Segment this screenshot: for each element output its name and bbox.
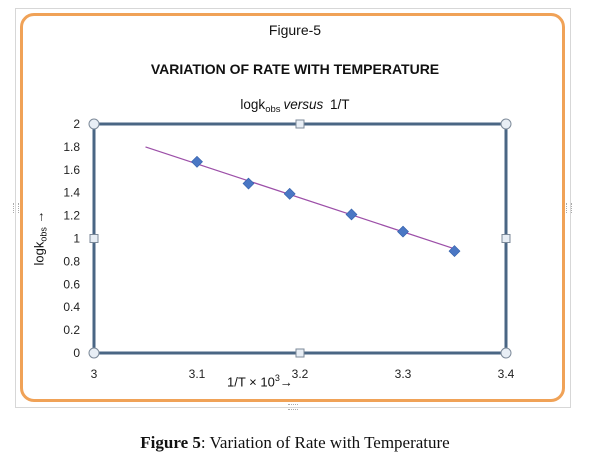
edge-resize-handle bbox=[89, 234, 99, 243]
y-tick-label: 1.6 bbox=[63, 163, 80, 177]
data-point bbox=[191, 155, 203, 168]
chart-area[interactable] bbox=[20, 13, 565, 402]
y-tick-label: 1.2 bbox=[63, 209, 80, 223]
y-tick-label: 0 bbox=[73, 346, 80, 360]
edge-resize-handle bbox=[295, 348, 305, 358]
xlabel-arrow: → bbox=[279, 374, 293, 390]
chart-subtitle[interactable]: logkobs versus 1/T bbox=[0, 97, 590, 115]
x-tick-label: 3.4 bbox=[498, 367, 515, 381]
y-tick-label: 0.8 bbox=[63, 254, 80, 268]
resize-handle-left[interactable] bbox=[13, 203, 19, 213]
subtitle-x-name: 1/T bbox=[330, 97, 350, 112]
y-tick-label: 0.4 bbox=[63, 300, 80, 314]
outer-frame bbox=[15, 8, 571, 408]
x-axis-title[interactable]: 1/T × 103→ bbox=[227, 373, 293, 389]
data-point bbox=[397, 225, 409, 238]
resize-handle-bottom[interactable] bbox=[288, 404, 298, 410]
corner-resize-handle bbox=[88, 118, 100, 130]
caption-text: : Variation of Rate with Temperature bbox=[200, 433, 450, 452]
data-point bbox=[448, 245, 461, 258]
x-tick-label: 3.3 bbox=[395, 367, 412, 381]
data-point bbox=[242, 177, 255, 190]
ylabel-sub: obs bbox=[38, 227, 49, 242]
subtitle-y-name: logk bbox=[240, 97, 266, 112]
corner-resize-handle bbox=[500, 118, 512, 130]
data-points[interactable] bbox=[191, 155, 461, 258]
caption-bold: Figure 5 bbox=[140, 433, 201, 452]
x-tick-label: 3.2 bbox=[292, 367, 309, 381]
x-tick-label: 3.1 bbox=[189, 367, 206, 381]
resize-handle-right[interactable] bbox=[566, 203, 572, 213]
ylabel-arrow: → bbox=[31, 210, 47, 224]
figure-label: Figure-5 bbox=[268, 22, 322, 38]
plot-area-frame[interactable] bbox=[92, 122, 508, 355]
y-axis-ticks: 0 0.2 0.4 0.6 0.8 1 1.2 1.4 1.6 1.8 2 bbox=[63, 117, 80, 360]
data-point bbox=[283, 187, 296, 200]
x-axis-ticks: 3 3.1 3.2 3.3 3.4 bbox=[91, 367, 515, 381]
y-tick-label: 2 bbox=[73, 117, 80, 131]
corner-resize-handle bbox=[500, 347, 512, 359]
y-axis-title[interactable]: logkobs → bbox=[31, 210, 49, 266]
ylabel-main: logk bbox=[31, 241, 47, 266]
y-tick-label: 1.4 bbox=[63, 186, 80, 200]
subtitle-y-sub: obs bbox=[265, 104, 281, 115]
subtitle-word: versus bbox=[283, 97, 324, 112]
plot-area-handles[interactable] bbox=[88, 118, 512, 359]
corner-resize-handle bbox=[88, 347, 100, 359]
figure-caption: Figure 5: Variation of Rate with Tempera… bbox=[0, 433, 590, 453]
chart-title[interactable]: VARIATION OF RATE WITH TEMPERATURE bbox=[150, 61, 440, 77]
edge-resize-handle bbox=[501, 234, 511, 243]
data-point bbox=[345, 208, 358, 221]
edge-resize-handle bbox=[295, 119, 305, 129]
y-tick-label: 0.6 bbox=[63, 277, 80, 291]
y-tick-label: 1 bbox=[73, 232, 80, 246]
y-tick-label: 0.2 bbox=[63, 323, 80, 337]
y-tick-label: 1.8 bbox=[63, 140, 80, 154]
x-tick-label: 3 bbox=[91, 367, 98, 381]
xlabel-sup: 3 bbox=[274, 373, 280, 383]
xlabel-main: 1/T × 10 bbox=[227, 374, 275, 390]
